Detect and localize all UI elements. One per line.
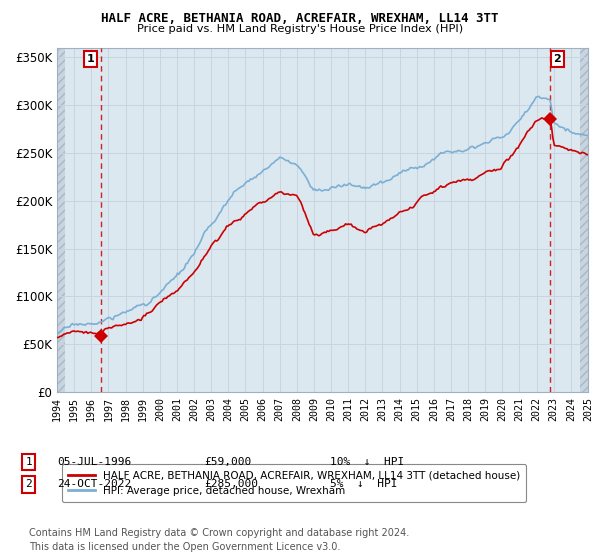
Text: 24-OCT-2022: 24-OCT-2022 [57, 479, 131, 489]
Text: 05-JUL-1996: 05-JUL-1996 [57, 457, 131, 467]
Text: 5%  ↓  HPI: 5% ↓ HPI [330, 479, 398, 489]
Bar [580, 48, 588, 392]
Text: HALF ACRE, BETHANIA ROAD, ACREFAIR, WREXHAM, LL14 3TT: HALF ACRE, BETHANIA ROAD, ACREFAIR, WREX… [101, 12, 499, 25]
Text: £285,000: £285,000 [204, 479, 258, 489]
Text: 2: 2 [553, 54, 561, 64]
Bar [57, 48, 65, 392]
Legend: HALF ACRE, BETHANIA ROAD, ACREFAIR, WREXHAM, LL14 3TT (detached house), HPI: Ave: HALF ACRE, BETHANIA ROAD, ACREFAIR, WREX… [62, 464, 526, 502]
Text: 1: 1 [25, 457, 32, 467]
Text: 10%  ↓  HPI: 10% ↓ HPI [330, 457, 404, 467]
Text: Price paid vs. HM Land Registry's House Price Index (HPI): Price paid vs. HM Land Registry's House … [137, 24, 463, 34]
Text: 2: 2 [25, 479, 32, 489]
Text: Contains HM Land Registry data © Crown copyright and database right 2024.
This d: Contains HM Land Registry data © Crown c… [29, 528, 409, 552]
Text: 1: 1 [86, 54, 94, 64]
Text: £59,000: £59,000 [204, 457, 251, 467]
